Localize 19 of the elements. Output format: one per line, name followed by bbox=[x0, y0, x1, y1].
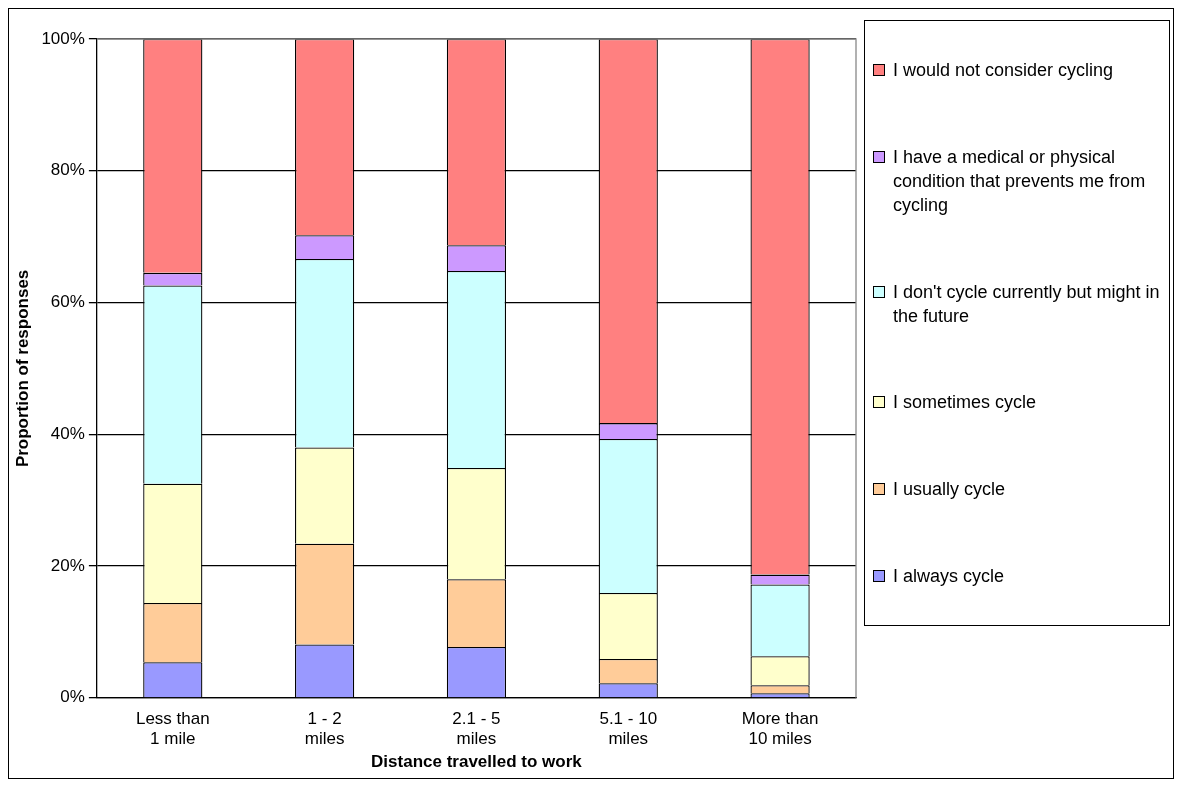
legend-label: I don't cycle currently but might in the future bbox=[893, 280, 1161, 328]
legend-label: I sometimes cycle bbox=[893, 391, 1037, 415]
y-tick-label: 60% bbox=[50, 292, 85, 312]
y-tick-label: 0% bbox=[60, 687, 85, 707]
y-tick-label: 100% bbox=[41, 28, 85, 48]
x-axis-title: Distance travelled to work bbox=[371, 752, 583, 772]
legend-label: I have a medical or physical condition that prevents me from cycling bbox=[893, 146, 1147, 217]
legend-label: I always cycle bbox=[893, 564, 1005, 588]
y-tick-label: 20% bbox=[50, 555, 85, 575]
legend-label: I would not consider cycling bbox=[893, 59, 1114, 83]
y-tick-label: 80% bbox=[50, 160, 85, 180]
x-tick-label: 1 - 2 miles bbox=[304, 708, 345, 749]
legend-label: I usually cycle bbox=[893, 477, 1006, 501]
x-tick-label: 5.1 - 10 miles bbox=[599, 708, 658, 749]
x-tick-label: 2.1 - 5 miles bbox=[452, 708, 501, 749]
x-tick-label: More than 10 miles bbox=[741, 708, 819, 749]
y-tick-label: 40% bbox=[50, 423, 85, 443]
y-axis-title: Proportion of responses bbox=[12, 269, 32, 468]
x-tick-label: Less than 1 mile bbox=[135, 708, 210, 749]
